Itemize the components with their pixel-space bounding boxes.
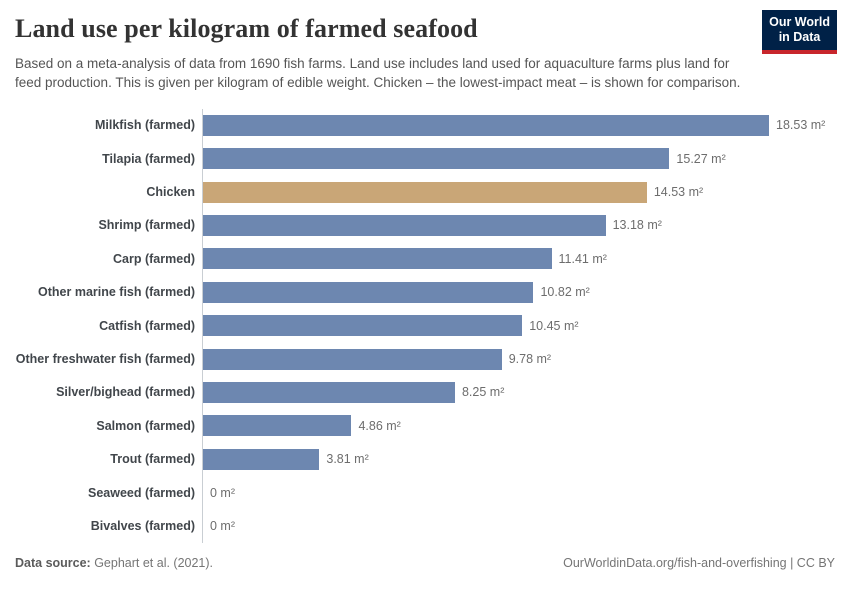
chart-row: Trout (farmed) 3.81 m² [15, 442, 835, 476]
bar-area: 13.18 m² [202, 208, 835, 243]
chart-row: Silver/bighead (farmed) 8.25 m² [15, 375, 835, 410]
data-source-value: Gephart et al. (2021). [90, 555, 214, 570]
data-source: Data source: Gephart et al. (2021). [15, 556, 213, 570]
chart-row: Chicken 14.53 m² [15, 175, 835, 209]
bar-chart: Milkfish (farmed) 18.53 m² Tilapia (farmed… [15, 108, 835, 543]
value-label: 9.78 m² [508, 352, 552, 367]
category-label: Bivalves (farmed) [90, 518, 195, 533]
category-label: Carp (farmed) [113, 251, 195, 266]
category-label: Other marine fish (farmed) [38, 285, 195, 300]
bar [203, 181, 647, 203]
bar-area: 10.45 m² [202, 308, 835, 343]
bar-area: 3.81 m² [202, 442, 835, 476]
value-label: 10.45 m² [529, 318, 579, 333]
bar [203, 214, 606, 236]
bar [203, 248, 552, 270]
bar [203, 148, 670, 170]
chart-row: Shrimp (farmed) 13.18 m² [15, 208, 835, 243]
chart-row: Salmon (farmed) 4.86 m² [15, 409, 835, 443]
category-label: Other freshwater fish (farmed) [15, 352, 195, 367]
chart-row: Milkfish (farmed) 18.53 m² [15, 108, 835, 142]
category-label: Silver/bighead (farmed) [56, 385, 195, 400]
source-url: OurWorldinData.org/fish-and-overfishing … [563, 555, 835, 570]
bar [203, 448, 320, 470]
chart-subtitle: Based on a meta-analysis of data from 16… [15, 56, 741, 91]
chart-row: Catfish (farmed) 10.45 m² [15, 308, 835, 343]
value-label: 13.18 m² [612, 218, 662, 233]
category-label: Catfish (farmed) [99, 318, 195, 333]
value-label: 15.27 m² [676, 151, 726, 166]
category-label: Shrimp (farmed) [98, 218, 195, 233]
logo-line2: in Data [778, 30, 821, 45]
category-label: Chicken [146, 185, 195, 200]
bar [203, 415, 352, 437]
bar-area: 15.27 m² [202, 141, 835, 176]
owid-logo: Our World in Data [762, 10, 837, 54]
value-label: 3.81 m² [326, 452, 369, 467]
bar-area: 8.25 m² [202, 375, 835, 410]
bar-area: 14.53 m² [202, 175, 835, 209]
bar [203, 315, 523, 337]
category-label: Trout (farmed) [110, 452, 195, 467]
page-title: Land use per kilogram of farmed seafood [15, 14, 478, 43]
category-label: Seaweed (farmed) [88, 485, 195, 500]
bar [203, 381, 455, 403]
category-label: Tilapia (farmed) [102, 151, 195, 166]
bar [203, 281, 534, 303]
bar-area: 11.41 m² [202, 242, 835, 276]
bar-area: 0 m² [202, 475, 835, 510]
bar [203, 348, 502, 370]
value-label: 10.82 m² [540, 285, 590, 300]
chart-row: Tilapia (farmed) 15.27 m² [15, 141, 835, 176]
footer: Data source: Gephart et al. (2021). OurW… [15, 556, 835, 570]
chart-row: Seaweed (farmed) 0 m² [15, 475, 835, 510]
value-label: 0 m² [210, 518, 235, 533]
chart-row: Carp (farmed) 11.41 m² [15, 242, 835, 276]
bar-area: 0 m² [202, 509, 835, 543]
value-label: 11.41 m² [558, 251, 607, 266]
bar-area: 10.82 m² [202, 275, 835, 309]
value-label: 0 m² [210, 485, 235, 500]
chart-row: Other marine fish (farmed) 10.82 m² [15, 275, 835, 309]
value-label: 8.25 m² [461, 385, 505, 400]
chart-row: Bivalves (farmed) 0 m² [15, 509, 835, 543]
bar-area: 4.86 m² [202, 409, 835, 443]
value-label: 4.86 m² [358, 418, 401, 433]
value-label: 18.53 m² [776, 118, 826, 133]
logo-line1: Our World [769, 15, 830, 29]
bar-area: 9.78 m² [202, 342, 835, 376]
header: Land use per kilogram of farmed seafood … [15, 0, 837, 93]
category-label: Milkfish (farmed) [94, 118, 195, 133]
value-label: 14.53 m² [653, 185, 704, 200]
bar-area: 18.53 m² [202, 108, 835, 142]
data-source-label: Data source: [15, 555, 91, 570]
chart-row: Other freshwater fish (farmed) 9.78 m² [15, 342, 835, 376]
bar [203, 114, 769, 136]
category-label: Salmon (farmed) [96, 418, 195, 433]
